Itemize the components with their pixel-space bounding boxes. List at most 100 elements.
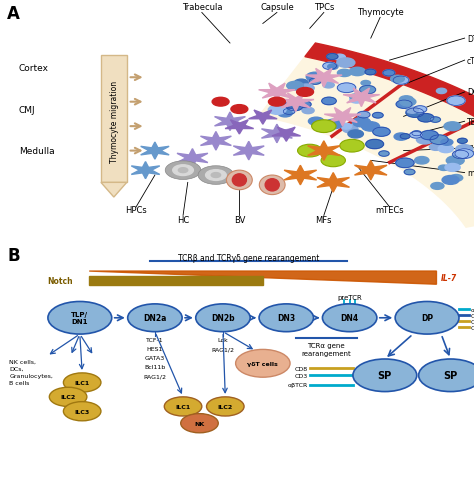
Circle shape <box>323 83 334 89</box>
Text: NK: NK <box>194 421 205 426</box>
Circle shape <box>418 114 434 122</box>
Polygon shape <box>233 142 264 161</box>
Text: RAG1/2: RAG1/2 <box>211 346 235 351</box>
Text: HC: HC <box>177 215 189 224</box>
Circle shape <box>340 124 352 130</box>
Ellipse shape <box>259 176 285 195</box>
Polygon shape <box>259 84 295 102</box>
Circle shape <box>379 152 389 157</box>
Circle shape <box>259 304 313 332</box>
Circle shape <box>196 304 250 332</box>
Circle shape <box>400 134 410 140</box>
Polygon shape <box>131 162 160 180</box>
Circle shape <box>420 131 438 141</box>
Circle shape <box>365 70 376 76</box>
Circle shape <box>353 118 371 127</box>
Polygon shape <box>277 94 314 112</box>
Circle shape <box>207 397 244 416</box>
Circle shape <box>337 70 351 78</box>
Circle shape <box>417 136 433 144</box>
Circle shape <box>287 82 303 91</box>
Text: Bcl11b: Bcl11b <box>144 365 165 369</box>
Circle shape <box>348 131 364 139</box>
Circle shape <box>49 387 87 407</box>
Circle shape <box>360 86 375 95</box>
Circle shape <box>415 157 429 164</box>
Circle shape <box>396 101 412 109</box>
Circle shape <box>337 59 355 68</box>
Circle shape <box>455 149 474 159</box>
Circle shape <box>453 151 469 159</box>
Circle shape <box>283 109 295 115</box>
Circle shape <box>64 373 101 392</box>
Circle shape <box>164 397 202 416</box>
Circle shape <box>366 140 383 149</box>
Circle shape <box>391 76 404 83</box>
Circle shape <box>337 84 356 93</box>
Circle shape <box>430 136 448 145</box>
Circle shape <box>315 124 332 133</box>
Circle shape <box>181 414 218 433</box>
Text: RAG1/2: RAG1/2 <box>144 374 166 379</box>
Circle shape <box>456 151 468 157</box>
Circle shape <box>321 155 346 167</box>
Text: Capsule: Capsule <box>260 3 294 12</box>
Text: TLP/
DN1: TLP/ DN1 <box>71 312 88 325</box>
Circle shape <box>406 109 424 118</box>
Text: TCF-1: TCF-1 <box>146 337 164 342</box>
Polygon shape <box>89 276 263 286</box>
Polygon shape <box>89 271 437 285</box>
Circle shape <box>322 98 336 105</box>
Polygon shape <box>317 173 349 193</box>
Ellipse shape <box>227 171 252 190</box>
Text: Trabecula: Trabecula <box>182 3 222 12</box>
Circle shape <box>412 131 421 137</box>
Text: CD4: CD4 <box>470 325 474 330</box>
Text: cTECs: cTECs <box>467 57 474 65</box>
Text: CD3: CD3 <box>470 313 474 318</box>
Circle shape <box>298 145 322 158</box>
Circle shape <box>268 106 286 115</box>
Circle shape <box>309 79 321 85</box>
Text: rearangement: rearangement <box>301 350 351 356</box>
Text: Thymocyte: Thymocyte <box>357 8 403 17</box>
Polygon shape <box>305 44 474 206</box>
Circle shape <box>299 85 314 93</box>
Circle shape <box>399 97 413 104</box>
Circle shape <box>286 102 303 111</box>
Text: ILC2: ILC2 <box>218 404 233 409</box>
Text: CD3: CD3 <box>294 373 308 378</box>
Circle shape <box>302 108 314 114</box>
Circle shape <box>393 77 409 85</box>
Circle shape <box>128 304 182 332</box>
Text: B: B <box>7 246 20 264</box>
Text: Fbs: Fbs <box>467 144 474 153</box>
Circle shape <box>349 68 365 77</box>
Circle shape <box>362 122 380 132</box>
Circle shape <box>373 113 383 119</box>
Circle shape <box>294 80 308 87</box>
Text: NK cells,: NK cells, <box>9 359 36 364</box>
Circle shape <box>456 145 473 154</box>
Ellipse shape <box>265 179 279 192</box>
Text: CMJ: CMJ <box>19 105 36 114</box>
Text: TCRβ and TCRγδ gene rearangement: TCRβ and TCRγδ gene rearangement <box>178 254 319 263</box>
Circle shape <box>361 81 371 86</box>
Text: αβTCR: αβTCR <box>287 383 308 387</box>
Circle shape <box>447 157 464 166</box>
Circle shape <box>309 118 324 126</box>
Text: mTECs: mTECs <box>375 205 404 214</box>
Text: HPCs: HPCs <box>125 205 147 214</box>
Circle shape <box>447 97 465 106</box>
Circle shape <box>282 105 293 111</box>
Circle shape <box>325 120 343 129</box>
Circle shape <box>231 105 248 114</box>
Polygon shape <box>308 142 340 161</box>
Circle shape <box>268 98 285 107</box>
Circle shape <box>327 55 338 61</box>
Circle shape <box>323 63 337 70</box>
Circle shape <box>312 123 321 128</box>
Circle shape <box>299 102 311 108</box>
Circle shape <box>328 65 338 70</box>
Circle shape <box>404 170 415 175</box>
